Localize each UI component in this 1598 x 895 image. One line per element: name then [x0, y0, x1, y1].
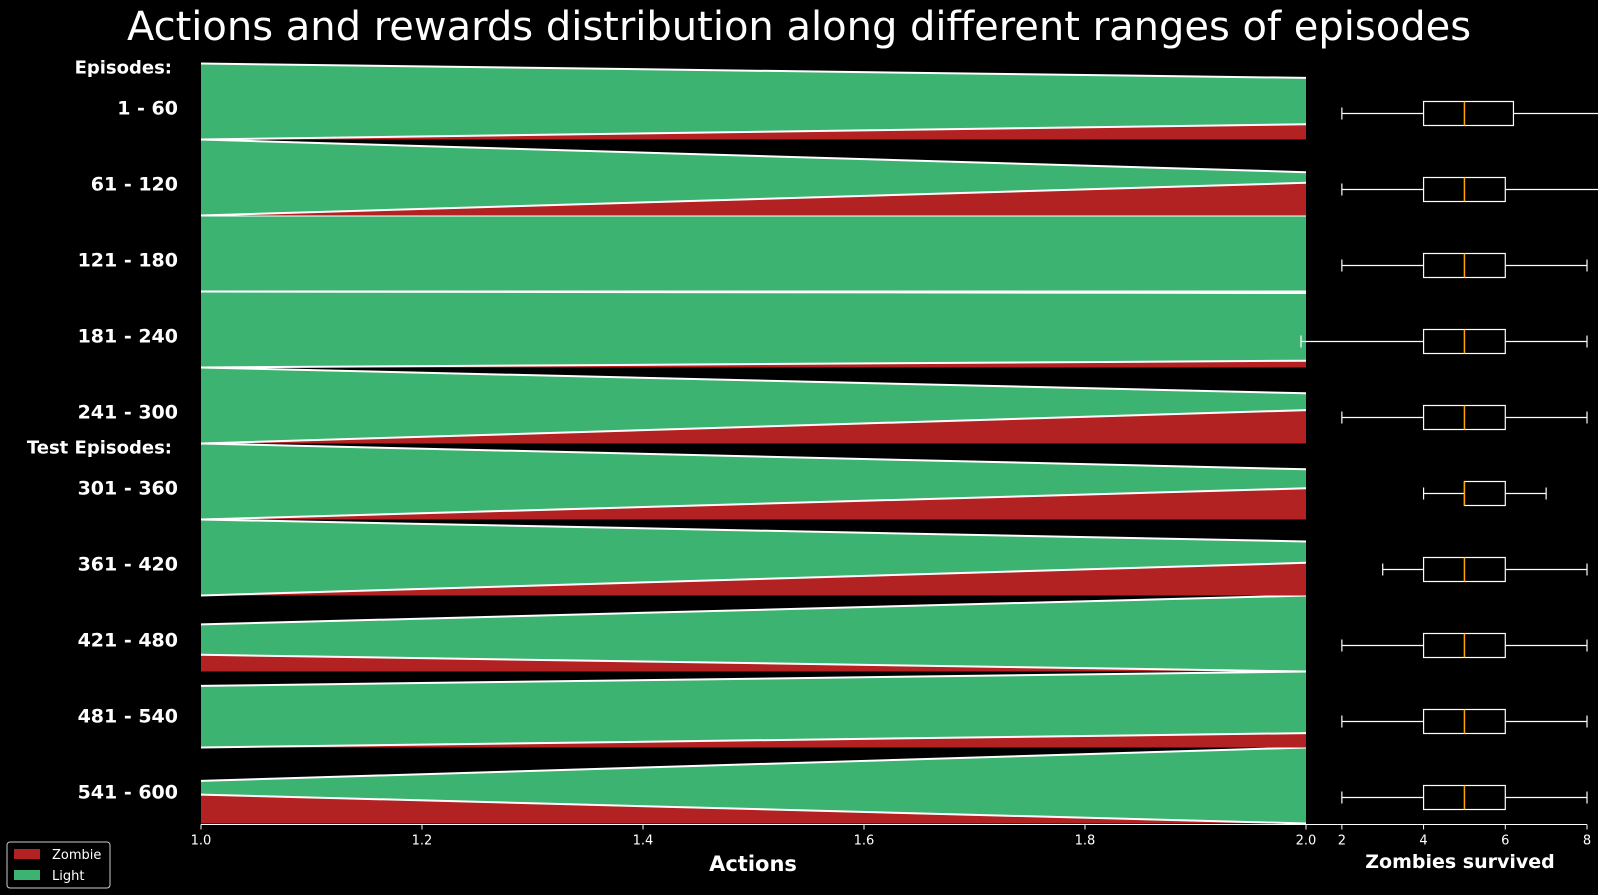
zombie-outline [200, 409, 1307, 445]
row-label: 481 - 540 [78, 706, 178, 728]
row-label: 241 - 300 [78, 402, 178, 424]
legend-label-zombie: Zombie [52, 848, 101, 863]
x-tick-label: 2.0 [1296, 834, 1317, 849]
x-tick-label: 1.4 [633, 834, 654, 849]
row-421-480: 421 - 480 [78, 594, 1307, 673]
zombie-outline [200, 793, 1307, 825]
row-181-240: 181 - 240 [78, 290, 1307, 369]
x-tick-label: 1.0 [191, 834, 212, 849]
light-outline [200, 670, 1307, 687]
ridge-rows: 541 - 600 481 - 540 421 - 480 361 - 420 301 … [27, 58, 1307, 825]
zombie-outline [200, 359, 1307, 369]
boxplot-1-60 [1341, 100, 1598, 127]
legend-swatch-light [14, 870, 40, 880]
row-1-60: 1 - 60 Episodes: [75, 58, 1307, 141]
legend: Zombie Light [6, 841, 111, 889]
zombie-outline [200, 653, 1307, 673]
boxplot-61-120 [1341, 176, 1598, 203]
boxplot-tick-label: 4 [1419, 834, 1427, 849]
x-tick-label: 1.8 [1075, 834, 1096, 849]
row-label: 421 - 480 [78, 630, 178, 652]
row-label: 1 - 60 [117, 98, 178, 120]
boxplot-121-180 [1341, 252, 1588, 279]
legend-swatch-zombie [14, 849, 40, 859]
chart-title: Actions and rewards distribution along d… [127, 4, 1471, 50]
boxplot-541-600 [1341, 784, 1588, 811]
legend-label-light: Light [52, 869, 84, 884]
boxplots [1300, 100, 1598, 811]
light-area [201, 595, 1306, 672]
row-541-600: 541 - 600 [78, 746, 1307, 825]
boxplot-tick-label: 2 [1338, 834, 1346, 849]
row-241-300: 241 - 300 [78, 366, 1307, 445]
light-area [201, 215, 1306, 292]
light-outline [200, 518, 1307, 543]
group-header: Episodes: [75, 58, 172, 79]
boxplot-181-240 [1300, 328, 1588, 355]
light-area [201, 671, 1306, 748]
zombie-outline [200, 487, 1307, 521]
box-iqr [1463, 480, 1506, 507]
box-iqr [1422, 100, 1515, 127]
boxplot-361-420 [1382, 556, 1588, 583]
row-label: 181 - 240 [78, 326, 178, 348]
boxplot-241-300 [1341, 404, 1588, 431]
row-label: 121 - 180 [78, 250, 178, 272]
row-121-180: 121 - 180 [78, 214, 1306, 293]
light-outline [200, 746, 1307, 782]
row-481-540: 481 - 540 [78, 670, 1307, 749]
group-header: Test Episodes: [27, 438, 172, 459]
x-tick-label: 1.6 [854, 834, 875, 849]
row-61-120: 61 - 120 [91, 138, 1307, 217]
light-outline [200, 366, 1307, 395]
x-axes: 1.0 1.2 1.4 1.6 1.8 2.0 2 4 6 8 [191, 824, 1591, 849]
boxplot-tick-label: 8 [1583, 834, 1591, 849]
boxplot-481-540 [1341, 708, 1588, 735]
boxplot-tick-label: 6 [1501, 834, 1509, 849]
row-361-420: 361 - 420 [78, 518, 1307, 597]
zombie-outline [200, 123, 1307, 141]
light-outline [200, 138, 1307, 174]
zombie-outline [200, 181, 1307, 217]
light-outline [200, 594, 1307, 626]
boxplot-301-360 [1422, 480, 1547, 507]
boxplot-axis-label: Zombies survived [1365, 851, 1555, 873]
zombie-outline [200, 561, 1307, 597]
row-label: 61 - 120 [91, 174, 178, 196]
row-301-360: 301 - 360 Test Episodes: [27, 438, 1307, 521]
row-label: 361 - 420 [78, 554, 178, 576]
x-axis-label: Actions [709, 852, 797, 876]
light-outline [200, 442, 1307, 471]
zombie-outline [200, 732, 1307, 749]
light-area [201, 291, 1306, 368]
row-label: 541 - 600 [78, 782, 178, 804]
x-tick-label: 1.2 [412, 834, 433, 849]
light-outline [200, 62, 1307, 79]
row-label: 301 - 360 [78, 478, 178, 500]
boxplot-421-480 [1341, 632, 1588, 659]
light-area [201, 63, 1306, 140]
